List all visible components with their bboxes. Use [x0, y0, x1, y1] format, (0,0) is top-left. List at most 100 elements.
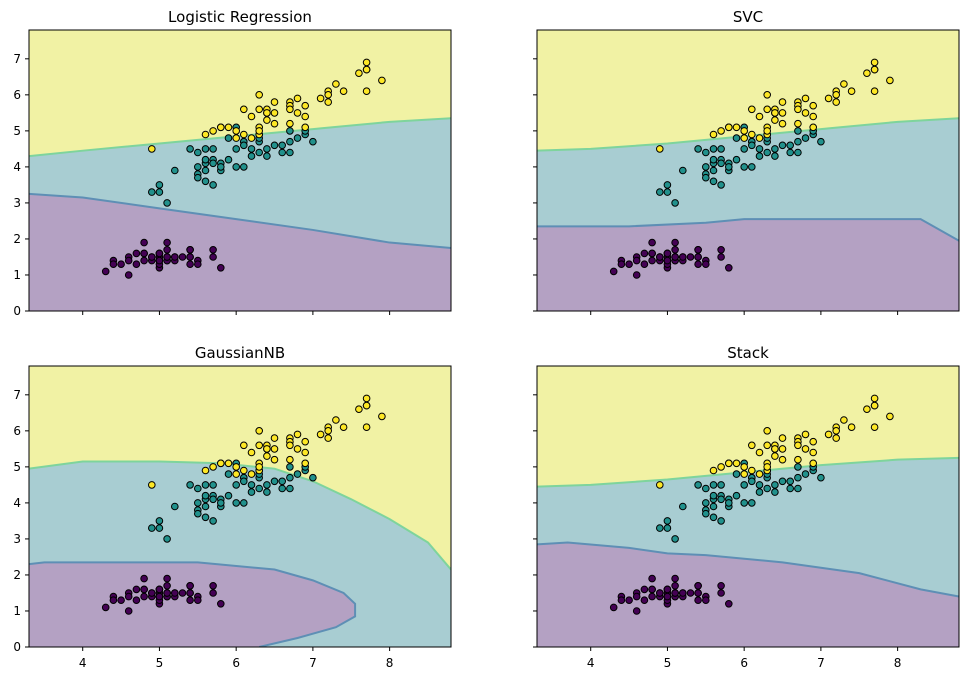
data-point-class-1: [278, 148, 287, 157]
data-point-class-1: [786, 148, 795, 157]
x-tick-label: 5: [664, 656, 672, 670]
data-point-class-0: [656, 589, 664, 597]
data-point-class-1: [201, 513, 210, 522]
data-point-class-1: [148, 188, 156, 196]
data-point-class-2: [763, 441, 772, 450]
data-point-class-1: [671, 199, 679, 207]
data-point-class-2: [263, 452, 271, 460]
data-point-class-2: [240, 441, 248, 450]
subplot-title: GaussianNB: [195, 344, 285, 362]
data-point-class-2: [732, 459, 741, 468]
data-point-class-2: [886, 412, 894, 421]
data-point-class-1: [725, 499, 733, 507]
data-point-class-1: [247, 152, 256, 160]
data-point-class-2: [324, 434, 333, 442]
data-point-class-1: [732, 134, 741, 142]
data-point-class-0: [194, 596, 202, 605]
data-point-class-2: [740, 134, 749, 142]
data-point-class-0: [132, 596, 141, 605]
data-point-class-0: [163, 238, 171, 247]
data-point-class-0: [656, 253, 664, 261]
data-point-class-1: [232, 145, 240, 153]
data-point-class-2: [293, 445, 302, 453]
data-point-class-2: [240, 105, 248, 114]
data-point-class-0: [186, 589, 194, 597]
data-point-class-2: [301, 123, 310, 132]
data-point-class-2: [832, 434, 841, 442]
data-point-class-1: [748, 499, 756, 507]
data-point-class-2: [778, 455, 787, 464]
data-point-class-2: [656, 481, 664, 489]
data-point-class-1: [163, 535, 171, 543]
data-point-class-1: [186, 145, 194, 153]
data-point-class-0: [186, 253, 194, 261]
data-point-class-0: [140, 256, 148, 265]
data-point-class-2: [809, 459, 818, 468]
data-point-class-1: [794, 473, 802, 482]
data-point-class-1: [679, 502, 687, 511]
data-point-class-1: [201, 502, 210, 511]
data-point-class-0: [140, 249, 148, 258]
data-point-class-1: [163, 199, 171, 207]
data-point-class-2: [270, 109, 279, 117]
data-point-class-1: [671, 535, 679, 543]
data-point-class-1: [771, 488, 779, 496]
data-point-class-1: [209, 181, 217, 189]
data-point-class-0: [717, 589, 725, 597]
data-point-class-2: [794, 105, 802, 114]
data-point-class-2: [809, 101, 818, 110]
data-point-class-1: [286, 148, 294, 157]
data-point-class-1: [217, 499, 225, 507]
data-point-class-1: [755, 145, 764, 153]
data-point-class-2: [378, 76, 386, 85]
data-point-class-1: [263, 481, 271, 489]
data-point-class-2: [870, 401, 879, 410]
data-point-class-1: [740, 163, 749, 171]
data-point-class-1: [286, 484, 294, 493]
data-point-class-1: [702, 509, 710, 518]
x-tick-label: 4: [79, 656, 87, 670]
data-point-class-0: [140, 585, 148, 594]
data-point-class-1: [709, 481, 718, 489]
data-point-class-2: [339, 423, 348, 432]
data-point-class-1: [224, 155, 233, 164]
data-point-class-1: [717, 517, 725, 525]
y-tick-label: 2: [13, 232, 21, 246]
data-point-class-1: [717, 145, 725, 153]
data-point-class-0: [694, 260, 702, 269]
data-point-class-1: [232, 499, 240, 507]
data-point-class-1: [263, 488, 271, 496]
data-point-class-0: [171, 253, 179, 261]
plot-area: [537, 366, 959, 647]
data-point-class-0: [640, 249, 649, 258]
subplot-title: Stack: [727, 344, 769, 362]
data-point-class-1: [709, 177, 718, 186]
data-point-class-1: [748, 477, 756, 486]
data-point-class-1: [663, 524, 672, 532]
data-point-class-0: [148, 253, 156, 261]
data-point-class-2: [293, 430, 302, 439]
data-point-class-0: [148, 589, 156, 597]
data-point-class-1: [801, 470, 810, 478]
subplot-title: Logistic Regression: [168, 8, 312, 26]
data-point-class-1: [240, 141, 248, 150]
data-point-class-0: [632, 271, 641, 279]
data-point-class-2: [362, 423, 371, 432]
data-point-class-2: [362, 401, 371, 410]
data-point-class-1: [255, 484, 264, 493]
data-point-class-2: [293, 109, 302, 117]
data-point-class-1: [740, 145, 749, 153]
data-point-class-1: [656, 524, 664, 532]
data-point-class-2: [809, 123, 818, 132]
data-point-class-0: [155, 256, 164, 265]
data-point-class-1: [732, 155, 741, 164]
data-point-class-2: [778, 445, 787, 453]
data-point-class-2: [255, 441, 264, 450]
data-point-class-1: [293, 134, 302, 142]
data-point-class-2: [778, 109, 787, 117]
y-tick-label: 7: [13, 52, 21, 66]
data-point-class-0: [617, 596, 626, 605]
data-point-class-2: [301, 459, 310, 468]
region-class-0: [29, 562, 356, 647]
boundary-0-1: [29, 561, 357, 647]
